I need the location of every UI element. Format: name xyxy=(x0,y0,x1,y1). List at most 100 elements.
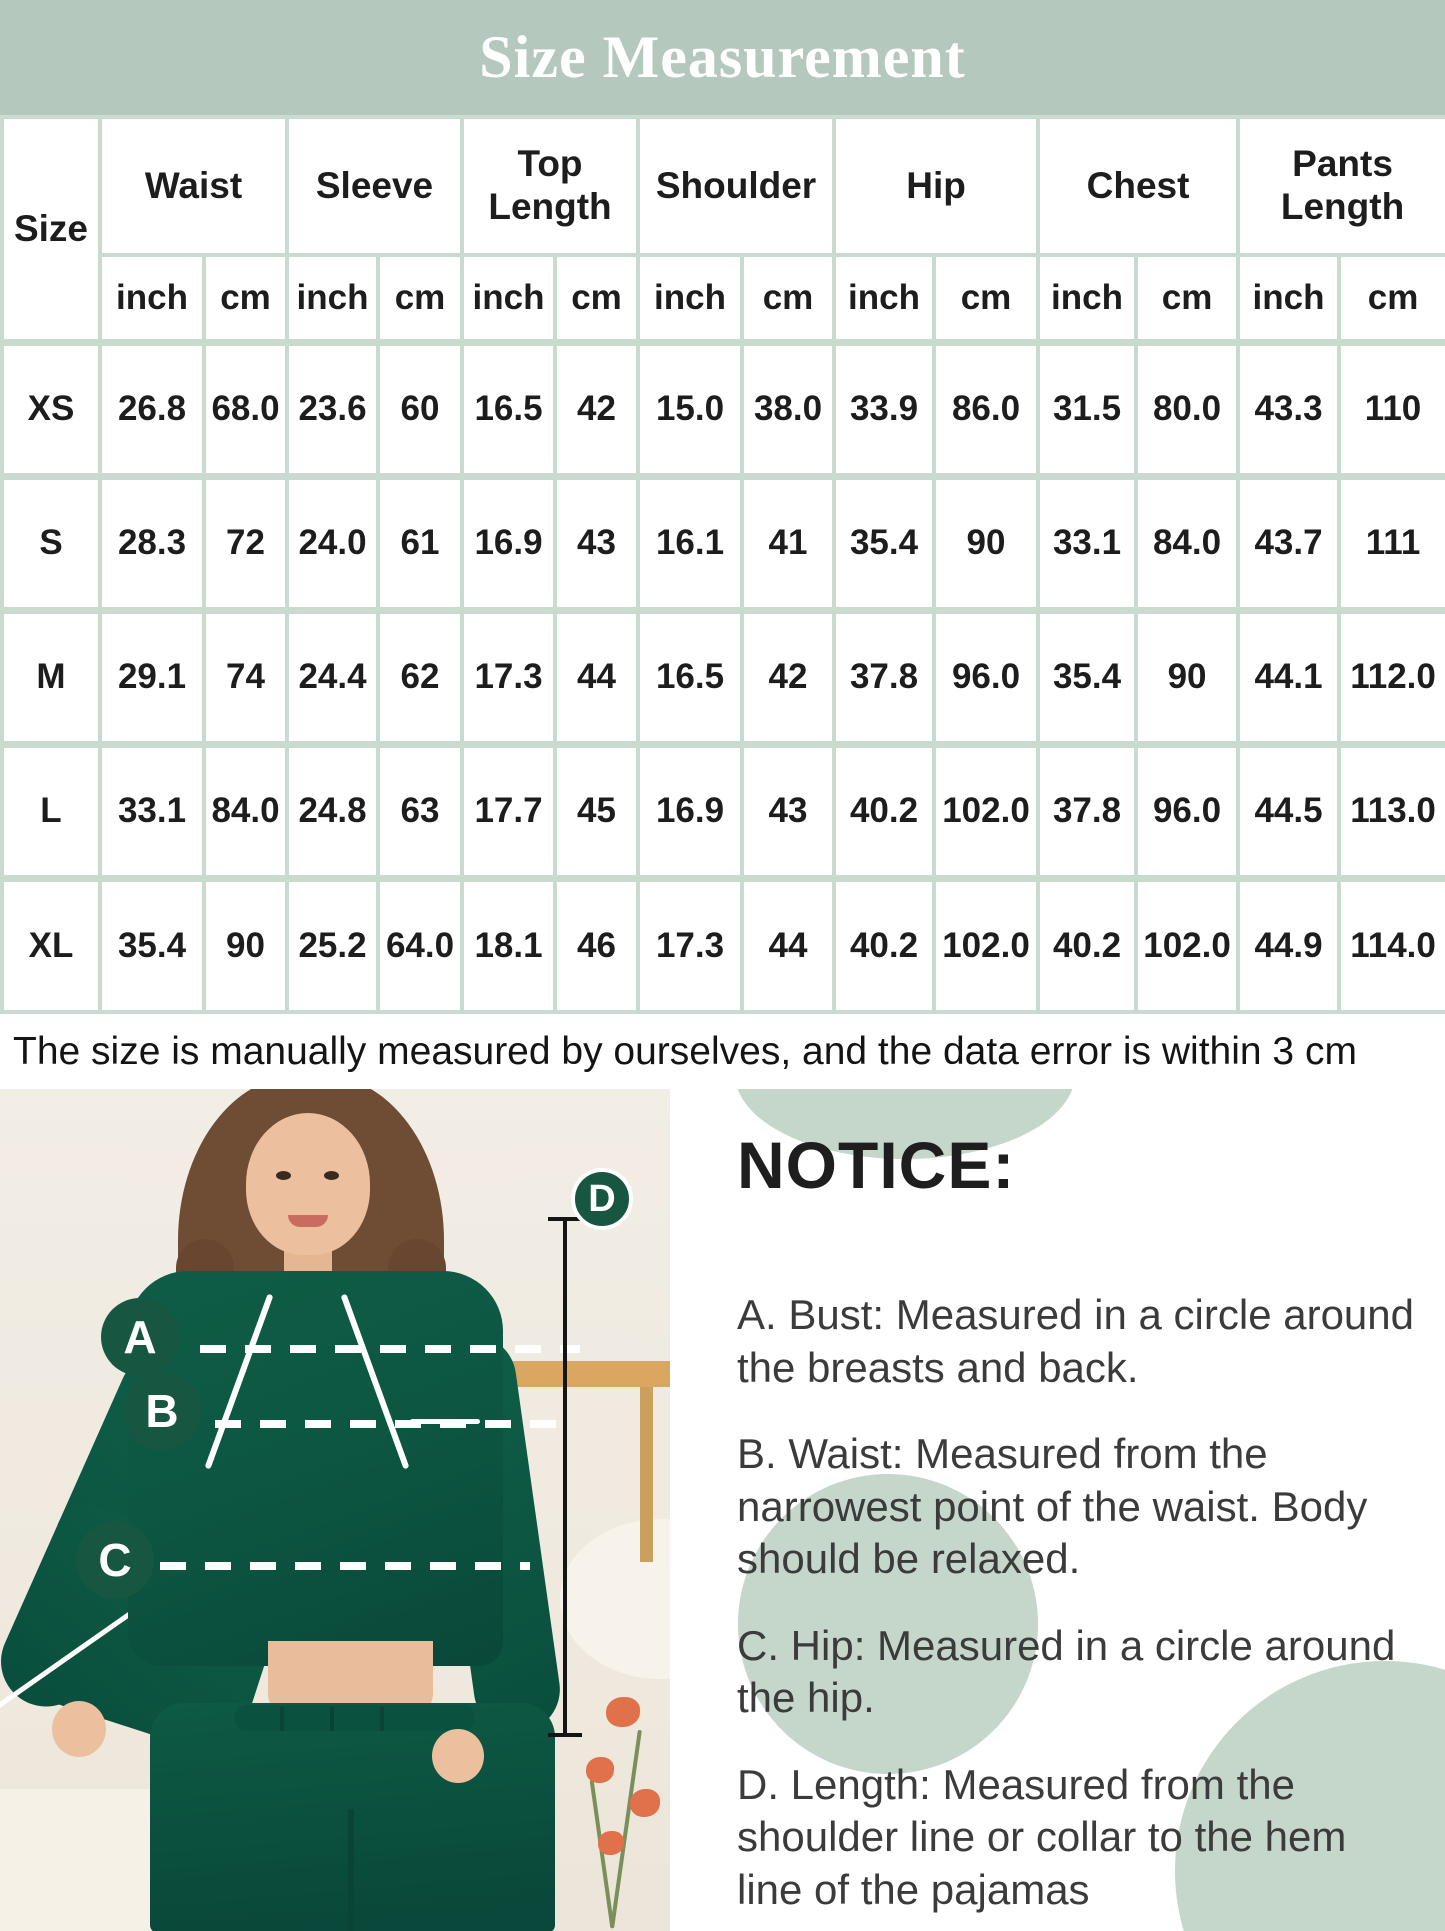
measurement-value: 24.4 xyxy=(285,608,380,746)
size-label: XL xyxy=(0,876,102,1014)
measurement-value: 44.5 xyxy=(1236,742,1342,880)
measurement-value: 33.1 xyxy=(98,742,206,880)
measurement-value: 86.0 xyxy=(932,340,1041,478)
size-label: XS xyxy=(0,340,102,478)
measurement-value: 43 xyxy=(552,474,641,612)
measurement-value: 60 xyxy=(376,340,464,478)
flower-shape xyxy=(630,1789,660,1817)
measurement-value: 18.1 xyxy=(460,876,557,1014)
measurement-value: 37.8 xyxy=(832,608,937,746)
flower-shape xyxy=(598,1831,624,1855)
measurement-value: 64.0 xyxy=(376,876,464,1014)
flower-stem-shape xyxy=(610,1729,642,1929)
unit-inch-header: inch xyxy=(460,253,557,344)
measurement-value: 40.2 xyxy=(832,742,937,880)
eye-shape xyxy=(276,1171,291,1180)
measurement-value: 23.6 xyxy=(285,340,380,478)
waistband-gather-shape xyxy=(280,1707,284,1731)
unit-cm-header: cm xyxy=(552,253,641,344)
measurement-value: 38.0 xyxy=(740,340,837,478)
measurement-value: 102.0 xyxy=(1134,876,1241,1014)
measurement-value: 29.1 xyxy=(98,608,206,746)
measurement-value: 46 xyxy=(552,876,641,1014)
marker-b-badge: B xyxy=(123,1372,201,1450)
measurement-value: 61 xyxy=(376,474,464,612)
measurement-value: 16.5 xyxy=(636,608,745,746)
notice-heading: NOTICE: xyxy=(737,1128,1016,1202)
measurement-value: 42 xyxy=(552,340,641,478)
unit-inch-header: inch xyxy=(98,253,206,344)
measurement-value: 24.8 xyxy=(285,742,380,880)
length-measure-line xyxy=(548,1217,582,1737)
measurement-value: 96.0 xyxy=(932,608,1041,746)
measurement-value: 102.0 xyxy=(932,742,1041,880)
flower-shape xyxy=(586,1757,614,1783)
measurement-value: 44 xyxy=(740,876,837,1014)
unit-cm-header: cm xyxy=(376,253,464,344)
measurement-value: 35.4 xyxy=(1036,608,1139,746)
measurement-value: 90 xyxy=(202,876,289,1014)
measurement-value: 68.0 xyxy=(202,340,289,478)
waistband-shape xyxy=(235,1705,475,1731)
hand-shape xyxy=(432,1729,484,1783)
table-row: XS 26.8 68.0 23.6 60 16.5 42 15.0 38.0 33.9 86.0 31… xyxy=(0,340,1445,478)
marker-a-badge: A xyxy=(101,1298,179,1376)
size-label: M xyxy=(0,608,102,746)
measurement-value: 44 xyxy=(552,608,641,746)
size-measurement-table: Size Waist Sleeve Top Length Shoulder Hip Che… xyxy=(0,115,1445,1014)
column-group-header: Sleeve xyxy=(285,115,464,257)
column-group-header: Shoulder xyxy=(636,115,837,257)
page-title: Size Measurement xyxy=(479,24,966,90)
measurement-value: 26.8 xyxy=(98,340,206,478)
group-header-row: Size Waist Sleeve Top Length Shoulder Hip Che… xyxy=(0,115,1445,344)
measurement-value: 43.7 xyxy=(1236,474,1342,612)
measurement-value: 41 xyxy=(740,474,837,612)
measurement-value: 102.0 xyxy=(932,876,1041,1014)
notice-item: C. Hip: Measured in a circle around the … xyxy=(737,1621,1396,1722)
unit-cm-header: cm xyxy=(1134,253,1241,344)
face-shape xyxy=(246,1113,370,1255)
unit-cm-header: cm xyxy=(202,253,289,344)
size-table-body: XS 26.8 68.0 23.6 60 16.5 42 15.0 38.0 33.9 86.0 31… xyxy=(0,340,1445,1014)
measurement-value: 74 xyxy=(202,608,289,746)
unit-cm-header: cm xyxy=(740,253,837,344)
measurement-value: 45 xyxy=(552,742,641,880)
waist-measure-line xyxy=(215,1420,560,1428)
measurement-value: 112.0 xyxy=(1337,608,1445,746)
measurement-value: 25.2 xyxy=(285,876,380,1014)
column-group-header: Hip xyxy=(832,115,1041,257)
size-guide-section: A B C D NOTICE: A. Bust: Measured in a c… xyxy=(0,1089,1445,1931)
table-row: L 33.1 84.0 24.8 63 17.7 45 16.9 43 40.2 102.0 37.8… xyxy=(0,742,1445,880)
measurement-value: 111 xyxy=(1337,474,1445,612)
unit-inch-header: inch xyxy=(832,253,937,344)
measurement-value: 24.0 xyxy=(285,474,380,612)
size-label: L xyxy=(0,742,102,880)
rug-shape xyxy=(560,1519,670,1679)
marker-c-badge: C xyxy=(76,1521,154,1599)
table-row: XL 35.4 90 25.2 64.0 18.1 46 17.3 44 40.2 102.0 40.… xyxy=(0,876,1445,1014)
column-group-header: Top Length xyxy=(459,115,641,257)
unit-inch-header: inch xyxy=(636,253,745,344)
unit-inch-header: inch xyxy=(285,253,380,344)
marker-d-badge: D xyxy=(571,1168,633,1230)
measurement-value: 35.4 xyxy=(98,876,206,1014)
hip-measure-line xyxy=(160,1562,530,1570)
size-column-header: Size xyxy=(0,115,102,344)
measurement-value: 90 xyxy=(1134,608,1241,746)
measurement-value: 33.1 xyxy=(1036,474,1139,612)
unit-inch-header: inch xyxy=(1236,253,1342,344)
measurement-value: 43 xyxy=(740,742,837,880)
unit-cm-header: cm xyxy=(932,253,1041,344)
measurement-value: 84.0 xyxy=(1134,474,1241,612)
notice-list: A. Bust: Measured in a circle around the… xyxy=(737,1289,1417,1916)
table-row: S 28.3 72 24.0 61 16.9 43 16.1 41 35.4 90 33.1 84.0 4… xyxy=(0,474,1445,612)
measurement-value: 90 xyxy=(932,474,1041,612)
smile-shape xyxy=(288,1215,328,1227)
measurement-value: 80.0 xyxy=(1134,340,1241,478)
column-group-header: Waist xyxy=(98,115,289,257)
measurement-value: 17.3 xyxy=(460,608,557,746)
column-group-header: Pants Length xyxy=(1236,115,1445,257)
pajama-top-shape xyxy=(128,1271,503,1666)
measurement-value: 113.0 xyxy=(1337,742,1445,880)
notice-item: A. Bust: Measured in a circle around the… xyxy=(737,1291,1415,1391)
